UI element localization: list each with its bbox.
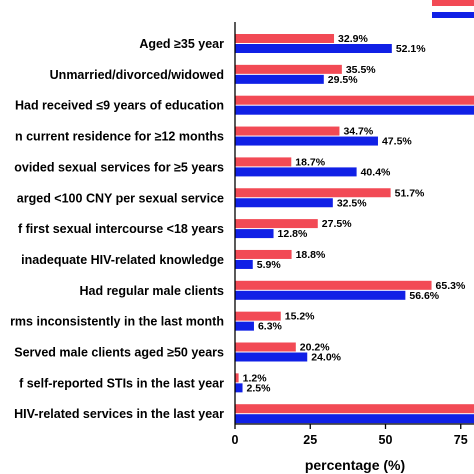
data-label: 65.3% [436,280,466,292]
category-label: f self-reported STIs in the last year [19,376,224,390]
x-tick-label: 50 [379,433,393,447]
bar-series-a [235,95,474,105]
bar-series-b [235,74,324,84]
bar-series-b [235,229,274,239]
category-label: n current residence for ≥12 months [15,130,224,144]
data-label: 52.1% [396,43,426,55]
bar-series-a [235,126,340,136]
bar-series-b [235,383,243,393]
category-label: arged <100 CNY per sexual service [17,191,224,205]
bar-series-a [235,64,342,74]
category-label: Had regular male clients [79,284,224,298]
legend-swatch-series-b [432,12,474,18]
data-label: 40.4% [361,166,391,178]
category-label: HIV-related services in the last year [14,407,224,421]
category-label: inadequate HIV-related knowledge [21,253,224,267]
data-label: 35.5% [346,64,376,76]
bar-series-a [235,342,296,352]
data-label: 24.0% [311,352,341,364]
bar-series-b [235,290,406,300]
value-labels: 32.9% 52.1% 35.5%29.5% 34.7% 47.5% 18.7% 40.4%… [243,33,466,394]
bar-series-b [235,136,378,146]
category-labels: Aged ≥35 year Unmarried/divorced/widowed H… [10,37,224,421]
bar-series-a [235,34,335,43]
legend-swatch-series-a [432,0,474,6]
category-label: f first sexual intercourse <18 years [18,222,224,236]
bar-series-a [235,404,474,414]
category-label: Had received ≤9 years of education [15,99,224,113]
category-label: Aged ≥35 year [139,37,224,51]
x-axis: 0 25 50 75 [232,22,474,447]
x-tick-label: 75 [454,433,468,447]
chart-legend [432,0,474,18]
bar-series-b [235,259,253,269]
bar-series-b [235,105,474,115]
data-label: 47.5% [382,136,412,148]
data-label: 20.2% [300,342,330,354]
bar-series-a [235,280,432,290]
data-label: 18.8% [296,249,326,261]
data-label: 15.2% [285,311,315,323]
bar-series-a [235,219,318,229]
bar-series-a [235,249,292,259]
bar-series-b [235,321,254,331]
bar-series-a [235,311,281,321]
data-label: 2.5% [247,382,272,394]
category-label: rms inconsistently in the last month [10,315,224,329]
data-label: 5.9% [257,259,282,271]
data-label: 51.7% [395,187,425,199]
bar-series-a [235,373,239,383]
data-label: 6.3% [258,321,283,333]
data-label: 12.8% [278,228,308,240]
data-label: 1.2% [243,372,268,384]
category-label: Unmarried/divorced/widowed [50,68,224,82]
bar-series-b [235,167,357,177]
data-label: 18.7% [295,156,325,168]
data-label: 27.5% [322,218,352,230]
category-label: ovided sexual services for ≥5 years [14,160,224,174]
bar-series-b [235,352,308,362]
data-label: 34.7% [343,126,373,138]
bar-series-a [235,188,391,198]
bar-series-b [235,198,333,208]
bar-series-a [235,157,292,167]
data-label: 56.6% [409,290,439,302]
x-tick-label: 0 [232,433,239,447]
bar-series-b [235,414,474,424]
bar-series-b [235,44,392,53]
category-label: Served male clients aged ≥50 years [14,346,224,360]
data-label: 32.5% [337,197,367,209]
data-label: 32.9% [338,33,368,45]
bars-group [235,34,474,424]
x-axis-title: percentage (%) [305,457,405,473]
x-tick-label: 25 [303,433,317,447]
data-label: 29.5% [328,74,358,86]
